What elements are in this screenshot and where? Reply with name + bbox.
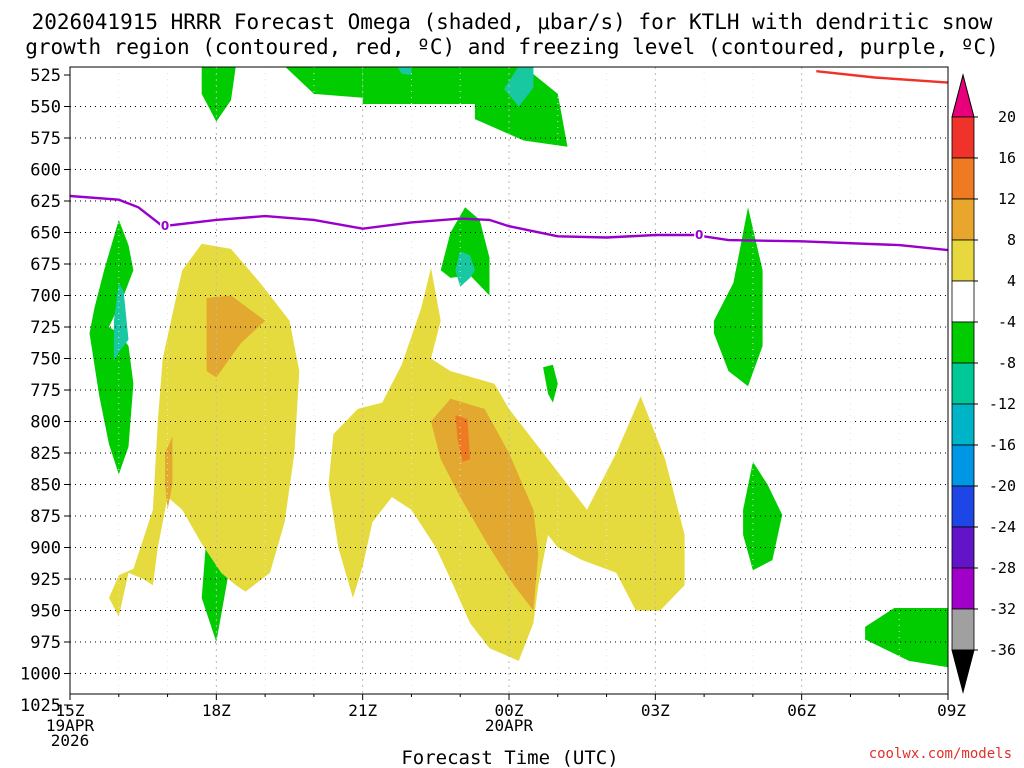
- omega-region-green--4: [362, 67, 485, 104]
- colorbar-segment: [951, 321, 975, 364]
- pressure-tick-label: 800: [30, 413, 61, 433]
- omega-region-green--4: [201, 67, 236, 122]
- omega-region-orange-12: [455, 415, 470, 462]
- colorbar-label: -8: [998, 354, 1016, 372]
- plot-gridlines: [70, 67, 948, 694]
- colorbar-segment: [951, 239, 975, 282]
- pressure-tick-label: 700: [30, 287, 61, 307]
- colorbar-label: -36: [989, 641, 1016, 659]
- colorbar-segment: [951, 280, 975, 323]
- omega-region-green--4: [713, 207, 763, 387]
- colorbar-label: -16: [989, 436, 1016, 454]
- omega-region-gold-8: [165, 436, 173, 510]
- time-tick-label: 09Z: [937, 701, 966, 720]
- site-watermark[interactable]: coolwx.com/models: [869, 746, 1012, 762]
- omega-region-gold-8: [431, 398, 539, 611]
- colorbar-segment: [951, 403, 975, 446]
- omega-region-green--4: [89, 219, 134, 475]
- freezing-level-label: 0: [161, 219, 169, 233]
- pressure-tick-label: 925: [30, 570, 61, 590]
- omega-region-green--4: [440, 207, 490, 296]
- pressure-tick-label: 950: [30, 602, 61, 622]
- time-tick-label: 03Z: [641, 701, 670, 720]
- colorbar-top-arrow: [951, 73, 975, 118]
- pressure-tick-label: 875: [30, 507, 61, 527]
- colorbar-label: 12: [998, 190, 1016, 208]
- time-tick-label: 18Z: [202, 701, 231, 720]
- colorbar-label: -12: [989, 395, 1016, 413]
- contour-lines: 00: [70, 70, 948, 252]
- colorbar-segment: [951, 485, 975, 528]
- pressure-tick-label: 575: [30, 129, 61, 149]
- pressure-tick-label: 725: [30, 318, 61, 338]
- freezing-level-label: 0: [695, 228, 703, 242]
- freezing-level-line: [70, 194, 948, 252]
- colorbar-segment: [951, 567, 975, 610]
- colorbar-segment: [951, 198, 975, 241]
- pressure-tick-label: 1025: [20, 696, 61, 716]
- pressure-tick-label: 850: [30, 476, 61, 496]
- omega-region-yellow-4: [109, 243, 300, 617]
- colorbar-label: 16: [998, 149, 1016, 167]
- time-tick-label: 00Z: [495, 701, 524, 720]
- colorbar-segment: [951, 526, 975, 569]
- freezing-label-background: [160, 219, 171, 233]
- pressure-tick-label: 825: [30, 444, 61, 464]
- omega-region-teal--8: [397, 67, 412, 75]
- omega-region-green--4: [743, 461, 783, 571]
- time-tick-label: 19APR: [46, 716, 95, 735]
- colorbar-label: -28: [989, 559, 1016, 577]
- chart-title-line-1: 2026041915 HRRR Forecast Omega (shaded, …: [32, 10, 993, 34]
- pressure-tick-label: 650: [30, 224, 61, 244]
- time-tick-label: 06Z: [787, 701, 816, 720]
- pressure-tick-label: 550: [30, 98, 61, 118]
- omega-region-green--4: [474, 67, 568, 147]
- colorbar-label: 4: [1007, 272, 1016, 290]
- pressure-tick-label: 675: [30, 255, 61, 275]
- dendritic-region-line: [816, 70, 948, 84]
- chart-title: 2026041915 HRRR Forecast Omega (shaded, …: [25, 10, 999, 59]
- time-tick-label: 20APR: [485, 716, 534, 735]
- colorbar-bottom-arrow: [951, 649, 975, 694]
- omega-region-teal--8: [113, 282, 129, 361]
- time-tick-label: 15Z: [56, 701, 85, 720]
- colorbar-label: -32: [989, 600, 1016, 618]
- colorbar-label: -24: [989, 518, 1016, 536]
- omega-shading: [89, 67, 948, 668]
- pressure-tick-label: 975: [30, 633, 61, 653]
- freezing-label-background: [694, 228, 705, 242]
- pressure-axis: 525 550 575 600 625 650 675 700 725 750 775 800 825 8…: [20, 66, 70, 716]
- x-axis-label: Forecast Time (UTC): [401, 747, 618, 768]
- colorbar-segment: [951, 444, 975, 487]
- colorbar-segment: [951, 157, 975, 200]
- chart-title-line-2: growth region (contoured, red, ºC) and f…: [25, 35, 999, 59]
- pressure-tick-label: 775: [30, 381, 61, 401]
- pressure-tick-label: 600: [30, 161, 61, 181]
- omega-region-green--4: [543, 364, 558, 403]
- colorbar-label: -20: [989, 477, 1016, 495]
- omega-region-green--4: [285, 67, 363, 98]
- colorbar-label: 20: [998, 108, 1016, 126]
- omega-region-gold-8: [206, 295, 266, 378]
- pressure-tick-label: 900: [30, 539, 61, 559]
- pressure-tick-label: 525: [30, 66, 61, 86]
- pressure-tick-label: 625: [30, 192, 61, 212]
- pressure-tick-label: 1000: [20, 665, 61, 685]
- colorbar-label: 8: [1007, 231, 1016, 249]
- colorbar-segment: [951, 362, 975, 405]
- colorbar-label: -4: [998, 313, 1016, 331]
- time-tick-label: 21Z: [348, 701, 377, 720]
- colorbar-segment: [951, 116, 975, 159]
- omega-region-green--4: [865, 608, 948, 668]
- pressure-tick-label: 750: [30, 350, 61, 370]
- omega-region-teal--8: [504, 67, 534, 107]
- time-tick-label: 2026: [51, 731, 90, 750]
- omega-colorbar: 20 16 12 8 4 -4 -8 -12 -16 -20 -24 -28 -32 -36: [951, 73, 1016, 694]
- colorbar-segment: [951, 608, 975, 651]
